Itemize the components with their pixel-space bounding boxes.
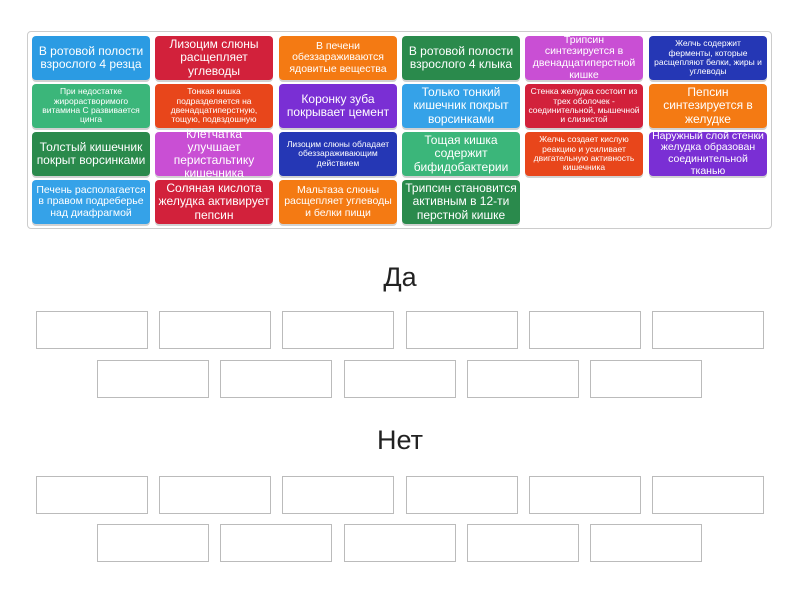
drop-slot-yes[interactable] bbox=[282, 311, 394, 349]
drop-slot-no[interactable] bbox=[220, 524, 332, 562]
drop-slot-yes[interactable] bbox=[220, 360, 332, 398]
drop-slot-yes[interactable] bbox=[159, 311, 271, 349]
drop-slot-no[interactable] bbox=[97, 524, 209, 562]
answer-tile[interactable]: Мальтаза слюны расщепляет углеводы и бел… bbox=[279, 180, 397, 224]
drop-slot-no[interactable] bbox=[467, 524, 579, 562]
answer-tile[interactable]: Наружный слой стенки желудка образован с… bbox=[649, 130, 767, 176]
answer-tile[interactable]: Соляная кислота желудка активирует пепси… bbox=[155, 180, 273, 224]
answer-tile[interactable]: Трипсин синтезируется в двенадцатиперстн… bbox=[525, 34, 643, 80]
drop-slot-no[interactable] bbox=[159, 476, 271, 514]
answer-tile[interactable]: Клетчатка улучшает перистальтику кишечни… bbox=[155, 127, 273, 180]
drop-slot-yes[interactable] bbox=[36, 311, 148, 349]
answer-tile[interactable]: Тонкая кишка подразделяется на двенадцат… bbox=[155, 84, 273, 128]
drop-slot-yes[interactable] bbox=[344, 360, 456, 398]
answer-tile[interactable]: Коронку зуба покрывает цемент bbox=[279, 84, 397, 128]
answer-tile[interactable]: Толстый кишечник покрыт ворсинками bbox=[32, 132, 150, 176]
drop-slot-no[interactable] bbox=[652, 476, 764, 514]
drop-slot-yes[interactable] bbox=[529, 311, 641, 349]
answer-tile[interactable]: Печень располагается в правом подреберье… bbox=[32, 180, 150, 224]
answer-tile[interactable]: В печени обеззараживаются ядовитые вещес… bbox=[279, 36, 397, 80]
drop-slot-yes[interactable] bbox=[590, 360, 702, 398]
answer-tile[interactable]: В ротовой полости взрослого 4 резца bbox=[32, 36, 150, 80]
group-title-no: Нет bbox=[377, 425, 423, 455]
answer-tile[interactable]: Желчь создает кислую реакцию и усиливает… bbox=[525, 132, 643, 176]
drop-slot-no[interactable] bbox=[590, 524, 702, 562]
answer-tile[interactable]: Только тонкий кишечник покрыт ворсинками bbox=[402, 84, 520, 128]
answer-tile[interactable]: Желчь содержит ферменты, которые расщепл… bbox=[649, 36, 767, 80]
answer-tile[interactable]: Лизоцим слюны расщепляет углеводы bbox=[155, 36, 273, 80]
drop-slot-yes[interactable] bbox=[467, 360, 579, 398]
answer-tile[interactable]: Трипсин становится активным в 12-ти перс… bbox=[402, 180, 520, 224]
answer-tile[interactable]: Пепсин синтезируется в желудке bbox=[649, 84, 767, 128]
answer-tile[interactable]: При недостатке жирорастворимого витамина… bbox=[32, 84, 150, 128]
drop-slot-no[interactable] bbox=[36, 476, 148, 514]
drop-slot-no[interactable] bbox=[344, 524, 456, 562]
drop-slot-yes[interactable] bbox=[652, 311, 764, 349]
group-title-yes: Да bbox=[383, 262, 417, 292]
drop-slot-no[interactable] bbox=[282, 476, 394, 514]
drop-slot-yes[interactable] bbox=[97, 360, 209, 398]
drop-slot-no[interactable] bbox=[406, 476, 518, 514]
answer-tile[interactable]: Лизоцим слюны обладает обеззараживающим … bbox=[279, 132, 397, 176]
answer-tile[interactable]: Стенка желудка состоит из трех оболочек … bbox=[525, 84, 643, 128]
tile-bank bbox=[27, 31, 772, 229]
answer-tile[interactable]: Тощая кишка содержит бифидобактерии bbox=[402, 132, 520, 176]
answer-tile[interactable]: В ротовой полости взрослого 4 клыка bbox=[402, 36, 520, 80]
drop-slot-no[interactable] bbox=[529, 476, 641, 514]
drop-slot-yes[interactable] bbox=[406, 311, 518, 349]
